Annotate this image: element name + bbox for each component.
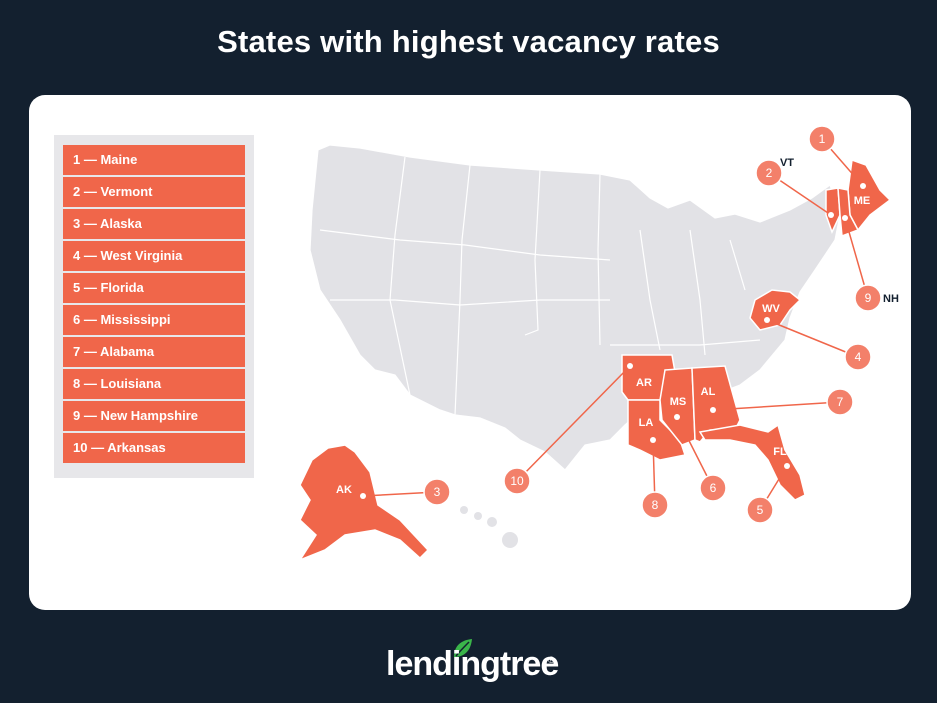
rank-marker-2 xyxy=(755,159,783,187)
connector-4 xyxy=(766,319,859,358)
rank-label-6: 6 xyxy=(710,481,717,495)
rank-label-1: 1 xyxy=(819,132,826,146)
anchor-vt xyxy=(828,212,834,218)
rank-label-5: 5 xyxy=(757,503,764,517)
state-label-al: AL xyxy=(701,386,716,398)
anchor-me xyxy=(860,183,866,189)
rank-label-2: 2 xyxy=(766,166,773,180)
state-borders xyxy=(319,156,761,416)
legend-item-vermont: 2 — Vermont xyxy=(63,177,245,207)
anchor-al xyxy=(710,407,716,413)
rank-marker-7 xyxy=(826,388,854,416)
anchor-fl xyxy=(784,463,790,469)
state-ak xyxy=(298,444,430,562)
anchor-ak xyxy=(360,493,366,499)
rank-marker-5 xyxy=(746,496,774,524)
rank-label-3: 3 xyxy=(434,485,441,499)
anchor-wv xyxy=(764,317,770,323)
state-label-ms: MS xyxy=(670,396,687,408)
state-label-wv: WV xyxy=(762,303,780,315)
rank-marker-1 xyxy=(808,125,836,153)
state-label-nh: NH xyxy=(883,293,899,305)
state-nh xyxy=(837,187,860,238)
connector-7 xyxy=(712,401,841,411)
rank-label-9: 9 xyxy=(865,291,872,305)
lendingtree-logo: lendingtree ® xyxy=(386,635,559,691)
state-label-la: LA xyxy=(639,417,654,429)
state-fl xyxy=(698,423,806,501)
legend-item-arkansas: 10 — Arkansas xyxy=(63,433,245,463)
state-label-ak: AK xyxy=(336,484,352,496)
rank-label-10: 10 xyxy=(510,474,524,488)
rank-marker-3 xyxy=(423,478,451,506)
rank-marker-8 xyxy=(641,491,669,519)
page-title: States with highest vacancy rates xyxy=(217,24,720,59)
rank-marker-4 xyxy=(844,343,872,371)
legend-item-alabama: 7 — Alabama xyxy=(63,337,245,367)
state-wv xyxy=(749,289,802,331)
logo-registered-mark: ® xyxy=(548,655,555,665)
connector-9 xyxy=(844,217,869,299)
state-label-ar: AR xyxy=(636,377,652,389)
anchor-ar xyxy=(627,363,633,369)
rank-marker-6 xyxy=(699,474,727,502)
rank-label-4: 4 xyxy=(855,350,862,364)
anchor-ms xyxy=(674,414,680,420)
state-label-me: ME xyxy=(854,195,871,207)
state-label-fl: FL xyxy=(773,446,787,458)
hawaii-shape xyxy=(460,506,518,548)
rank-marker-9 xyxy=(854,284,882,312)
legend-item-louisiana: 8 — Louisiana xyxy=(63,369,245,399)
logo-text: lendingtree xyxy=(386,645,559,683)
ranking-legend: 1 — Maine 2 — Vermont 3 — Alaska 4 — Wes… xyxy=(54,135,254,478)
legend-item-florida: 5 — Florida xyxy=(63,273,245,303)
legend-item-new-hampshire: 9 — New Hampshire xyxy=(63,401,245,431)
connector-10 xyxy=(516,365,631,482)
anchor-la xyxy=(650,437,656,443)
rank-label-8: 8 xyxy=(652,498,659,512)
anchor-nh xyxy=(842,215,848,221)
legend-item-west-virginia: 4 — West Virginia xyxy=(63,241,245,271)
legend-item-alaska: 3 — Alaska xyxy=(63,209,245,239)
state-label-vt: VT xyxy=(780,157,794,169)
leaf-icon xyxy=(454,639,472,657)
rank-label-7: 7 xyxy=(837,395,844,409)
legend-item-mississippi: 6 — Mississippi xyxy=(63,305,245,335)
rank-marker-10 xyxy=(503,467,531,495)
legend-item-maine: 1 — Maine xyxy=(63,145,245,175)
